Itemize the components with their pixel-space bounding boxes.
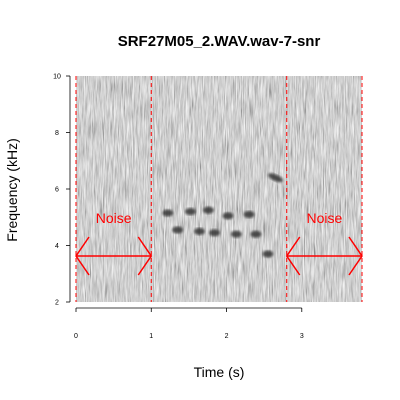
call-syllable <box>222 212 234 220</box>
x-axis: 0 1 2 3 <box>74 307 304 340</box>
y-tick-label: 8 <box>55 130 59 137</box>
noise-arrowhead-left <box>75 236 90 276</box>
noise-arrowhead-right <box>137 236 153 276</box>
y-tick-label: 2 <box>55 300 59 307</box>
call-syllable <box>162 209 174 217</box>
x-tick-label: 0 <box>74 333 78 340</box>
call-syllable <box>268 173 283 183</box>
plot-area: Noise Noise <box>75 76 363 302</box>
x-tick-label: 1 <box>149 333 153 340</box>
y-tick-label: 10 <box>53 74 61 81</box>
noise-label: Noise <box>306 210 342 226</box>
spectrogram-noise-texture <box>76 76 362 302</box>
call-syllable <box>184 208 196 216</box>
x-tick-label: 3 <box>300 333 304 340</box>
noise-arrowhead-left <box>285 236 301 276</box>
call-syllable <box>250 230 262 238</box>
y-tick-label: 4 <box>55 243 59 250</box>
call-syllable <box>243 210 255 219</box>
call-syllables <box>162 173 283 258</box>
chart-title: SRF27M05_2.WAV.wav-7-snr <box>118 33 321 50</box>
y-axis-label: Frequency (kHz) <box>4 138 20 241</box>
boundary-lines <box>75 76 363 302</box>
call-syllable <box>262 250 274 258</box>
y-tick-label: 6 <box>55 187 59 194</box>
call-syllable <box>202 206 214 214</box>
x-axis-label: Time (s) <box>194 364 245 380</box>
call-syllable <box>193 227 205 235</box>
noise-label: Noise <box>96 210 132 226</box>
noise-annotations: Noise Noise <box>75 210 363 276</box>
call-syllable <box>172 226 184 234</box>
call-syllable <box>208 229 220 237</box>
x-tick-label: 2 <box>225 333 229 340</box>
call-syllable <box>230 230 242 238</box>
y-axis: 2 4 6 8 10 <box>53 74 71 307</box>
noise-arrowhead-right <box>348 236 363 276</box>
